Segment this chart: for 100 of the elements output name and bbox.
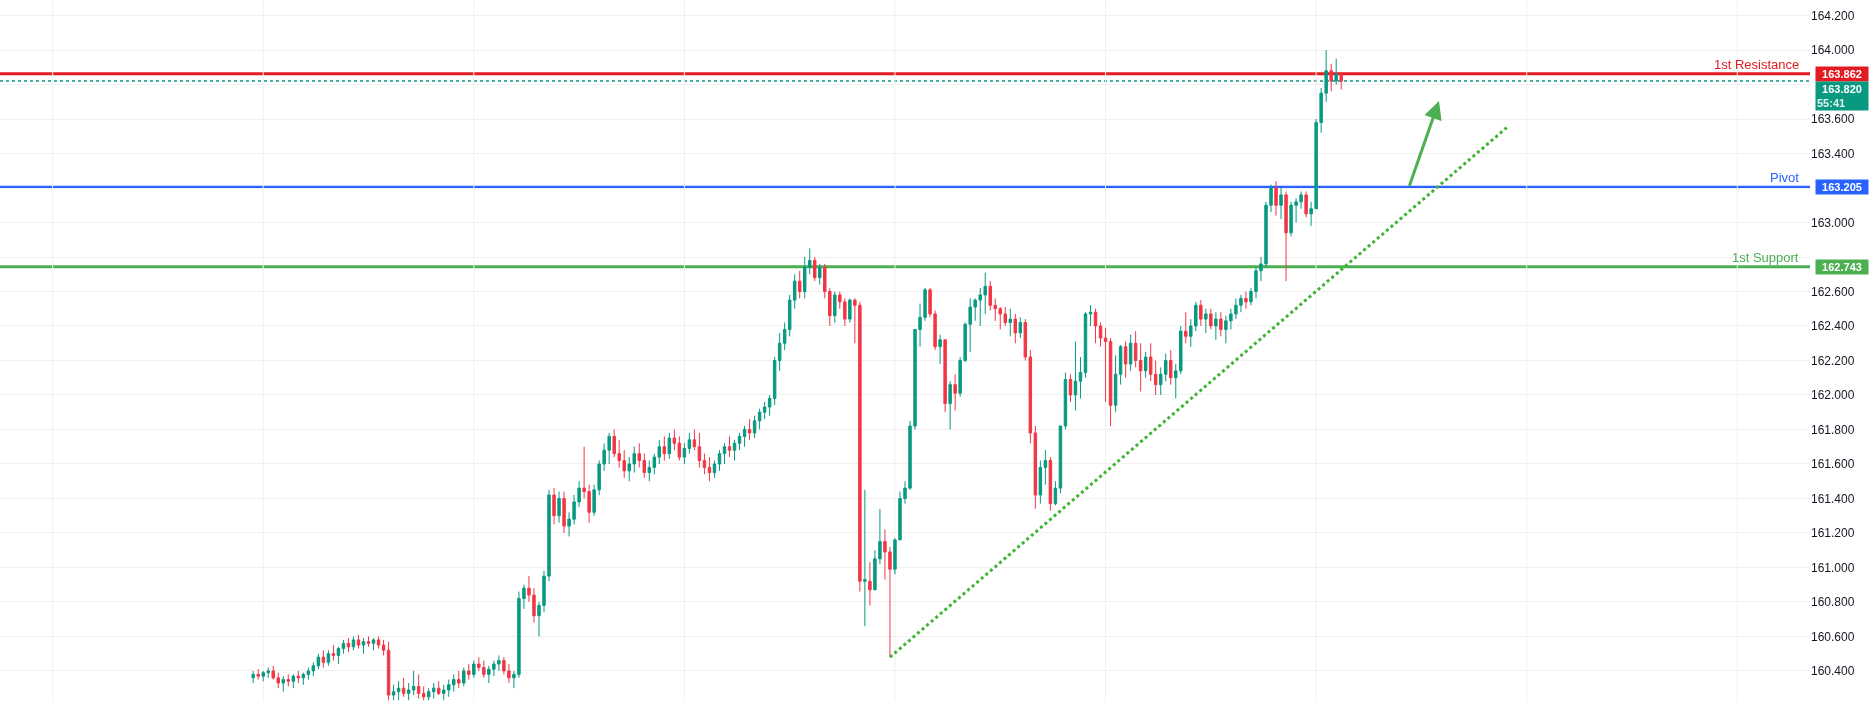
candlestick <box>1214 311 1218 341</box>
candlestick <box>562 491 566 534</box>
candlestick <box>752 415 757 439</box>
candlestick <box>1103 327 1108 403</box>
y-tick-label: 161.800 <box>1811 422 1855 437</box>
candlestick <box>371 637 376 651</box>
candlestick <box>431 682 436 700</box>
candlestick <box>1073 341 1078 412</box>
candlestick <box>296 670 301 684</box>
candlestick <box>281 675 286 693</box>
candlestick <box>381 639 386 656</box>
candlestick <box>1008 308 1013 337</box>
y-tick-label: 163.400 <box>1811 146 1855 161</box>
text: 55:41 <box>1817 97 1846 109</box>
ref-line-label: 1st Resistance <box>1714 57 1800 72</box>
candlestick <box>1093 308 1098 344</box>
candlestick <box>457 670 461 689</box>
candlestick <box>938 334 942 365</box>
candlestick <box>712 460 717 479</box>
y-tick-label: 160.600 <box>1811 629 1855 644</box>
candlestick <box>336 646 341 665</box>
candlestick <box>552 487 556 525</box>
candlestick <box>1143 351 1148 379</box>
ref-line-label: 1st Support <box>1732 250 1799 265</box>
candlestick <box>727 435 732 458</box>
candlestick <box>1279 187 1283 220</box>
candlestick <box>953 373 957 412</box>
candlestick <box>1209 308 1213 330</box>
y-tick-label: 164.200 <box>1811 8 1855 23</box>
candlestick <box>692 428 697 451</box>
candlestick <box>1169 349 1173 386</box>
candlestick <box>677 435 682 462</box>
candlestick <box>833 290 837 324</box>
candlestick <box>762 401 767 420</box>
candlestick <box>672 428 677 451</box>
text: 163.820 <box>1822 83 1862 95</box>
candlestick <box>361 637 366 655</box>
y-tick-label: 160.800 <box>1811 595 1855 610</box>
candlestick <box>1219 311 1223 337</box>
y-tick-label: 162.400 <box>1811 319 1855 334</box>
y-tick-label: 161.000 <box>1811 560 1855 575</box>
candlestick <box>1048 456 1053 512</box>
candlestick <box>747 418 752 441</box>
candlestick <box>742 425 747 448</box>
candlestick <box>286 673 291 687</box>
candlestick <box>1204 308 1208 334</box>
candlestick <box>396 680 401 701</box>
candlestick <box>557 491 561 524</box>
text: 163.862 <box>1822 68 1862 80</box>
candlestick <box>707 456 712 482</box>
candlestick <box>1329 63 1333 92</box>
candlestick <box>1244 290 1248 310</box>
y-tick-label: 161.600 <box>1811 457 1855 472</box>
candlestick <box>301 672 306 686</box>
ref-line-label: Pivot <box>1770 170 1800 185</box>
candlestick <box>356 634 361 650</box>
candlestick <box>717 449 722 472</box>
candlestick <box>1118 344 1123 386</box>
candlestick <box>467 663 471 681</box>
y-tick-label: 161.400 <box>1811 491 1855 506</box>
candlestick <box>702 453 707 475</box>
candlestick <box>366 635 371 648</box>
candlestick <box>386 641 391 701</box>
candlestick <box>868 561 872 606</box>
y-tick-label: 161.200 <box>1811 526 1855 541</box>
y-tick-label: 164.000 <box>1811 43 1855 58</box>
candlestick <box>1098 322 1103 348</box>
candlestick <box>1018 316 1023 339</box>
y-tick-label: 160.400 <box>1811 664 1855 679</box>
candlestick <box>848 297 852 324</box>
candlestick <box>1013 313 1018 344</box>
candlestick <box>346 637 351 653</box>
candlestick <box>1339 73 1343 91</box>
candlestick <box>667 432 672 460</box>
candlestick <box>1304 190 1308 218</box>
candlestick <box>351 635 356 651</box>
candlestick <box>662 435 667 462</box>
candlestick <box>251 670 255 684</box>
candlestick <box>326 649 331 667</box>
candlestick <box>1043 449 1048 486</box>
candlestick <box>757 408 762 430</box>
candlestick <box>256 668 260 681</box>
candlestick <box>813 256 817 282</box>
y-tick-label: 163.000 <box>1811 215 1855 230</box>
candlestick <box>682 442 687 465</box>
candlestick <box>321 649 326 668</box>
y-tick-label: 162.600 <box>1811 284 1855 299</box>
candlestick <box>376 635 381 650</box>
candlestick <box>1038 460 1043 505</box>
candlestick <box>1068 373 1073 403</box>
candlestick <box>1108 337 1113 427</box>
candlestick <box>291 673 296 689</box>
text: 163.205 <box>1822 181 1862 193</box>
candlestick <box>797 270 802 299</box>
y-tick-label: 162.200 <box>1811 353 1855 368</box>
candlestick <box>1113 354 1118 413</box>
candlestick <box>331 644 336 662</box>
candlestick <box>1088 304 1093 327</box>
candlestick <box>1199 299 1203 327</box>
text: 162.743 <box>1822 261 1862 273</box>
